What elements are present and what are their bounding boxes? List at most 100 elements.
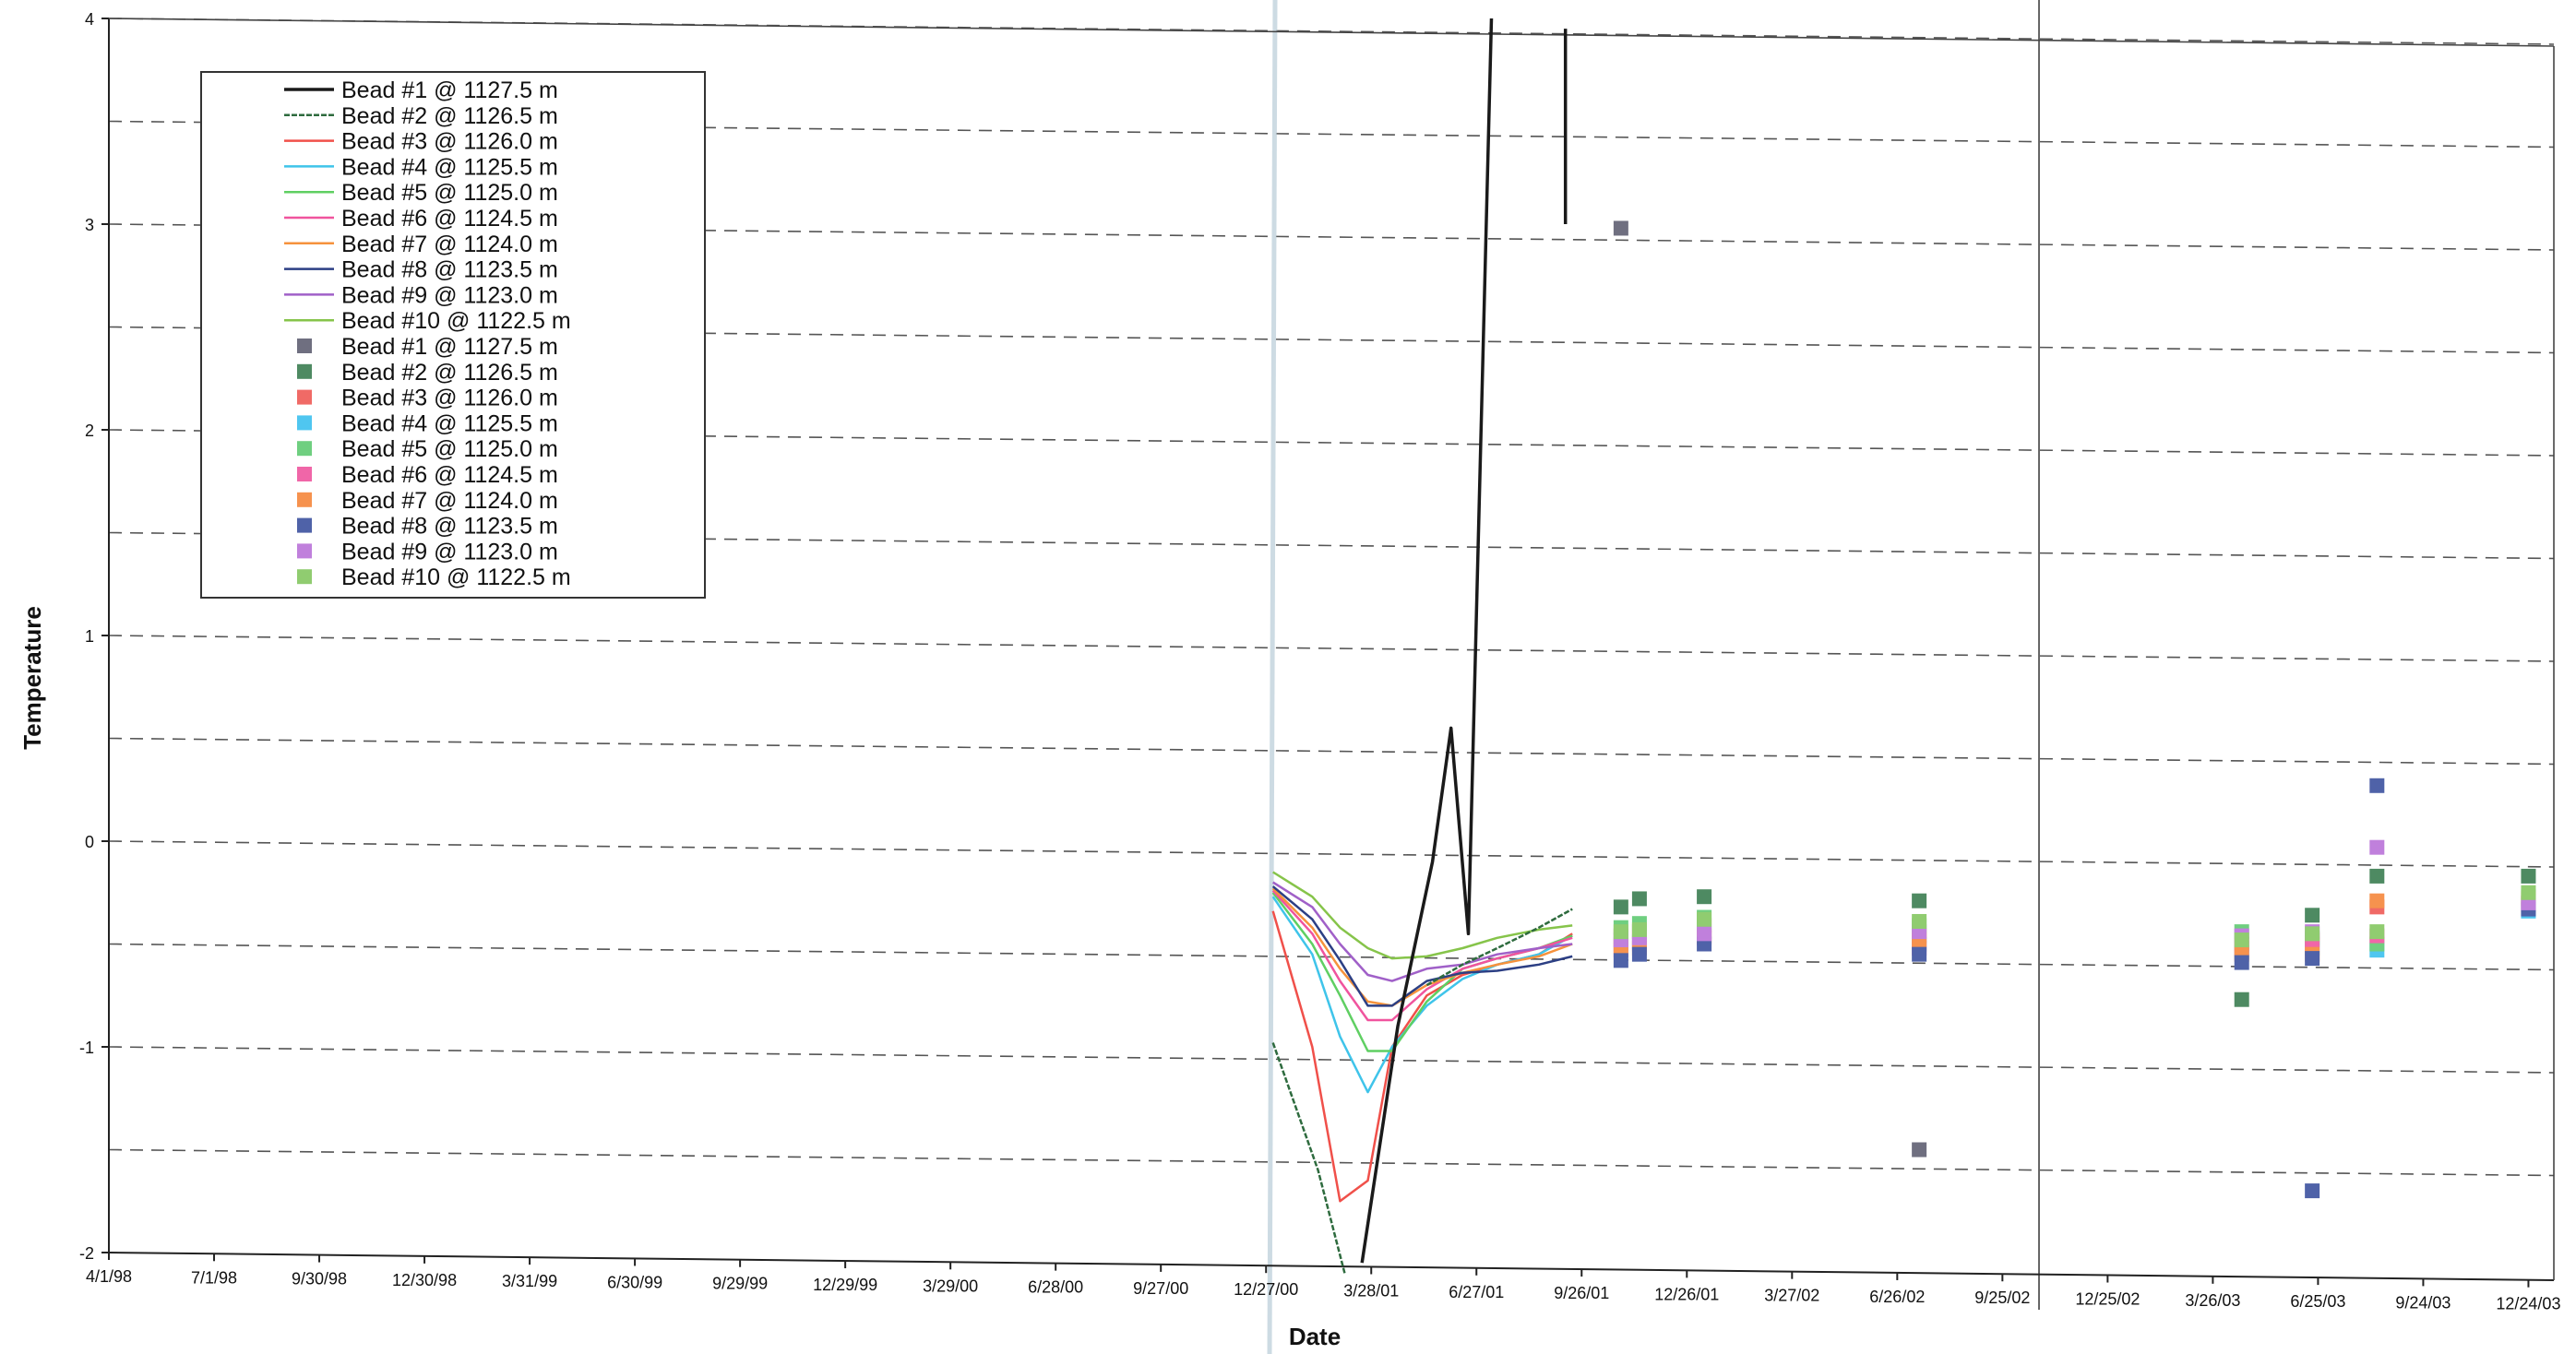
y-tick-label: 2 [85, 422, 94, 440]
legend-marker-swatch [297, 492, 312, 507]
legend-entry-label: Bead #5 @ 1125.0 m [341, 180, 558, 206]
x-tick-label: 12/30/98 [392, 1271, 457, 1289]
x-tick-label: 12/29/99 [813, 1276, 877, 1294]
legend-entry-label: Bead #2 @ 1126.5 m [341, 360, 558, 386]
data-point-marker9 [2369, 839, 2385, 855]
series-line-bead7 [1271, 887, 1573, 1007]
x-tick-label: 6/30/99 [607, 1273, 662, 1291]
legend-entry-label: Bead #8 @ 1123.5 m [341, 257, 558, 283]
legend-entry-label: Bead #7 @ 1124.0 m [341, 232, 558, 257]
data-point-marker10 [1912, 913, 1927, 929]
y-tick-label: 3 [85, 216, 94, 234]
y-tick-label: -2 [79, 1244, 94, 1263]
data-point-marker1 [1613, 220, 1628, 236]
legend-entry-label: Bead #4 @ 1125.5 m [341, 410, 558, 436]
x-tick-label: 6/28/00 [1028, 1278, 1083, 1297]
data-point-marker8 [2305, 1183, 2320, 1199]
legend-entry-label: Bead #3 @ 1126.0 m [341, 129, 558, 155]
legend-entry-label: Bead #8 @ 1123.5 m [341, 514, 558, 540]
data-point-marker10 [2521, 885, 2536, 900]
data-point-marker10 [2234, 932, 2249, 948]
x-tick-label: 12/27/00 [1234, 1280, 1298, 1299]
x-tick-label: 3/31/99 [502, 1272, 557, 1290]
data-point-marker8 [2234, 955, 2249, 970]
x-tick-label: 9/29/99 [712, 1275, 768, 1293]
series-line-bead10 [1272, 871, 1573, 960]
y-tick-label: -1 [79, 1039, 94, 1057]
series-lines [1271, 18, 1573, 1274]
data-point-marker10 [1613, 924, 1628, 940]
x-tick-label: 6/25/03 [2290, 1292, 2345, 1311]
legend-entry-label: Bead #5 @ 1125.0 m [341, 436, 558, 462]
legend-marker-swatch [297, 467, 312, 481]
x-tick-label: 9/27/00 [1133, 1279, 1188, 1298]
data-point-marker8 [1912, 946, 1927, 962]
tick-labels: -2 -1 0 1 2 3 4 4/1/98 7/1/98 9/30/98 12/30/98 3/31… [79, 10, 2560, 1313]
x-tick-label: 12/25/02 [2075, 1290, 2140, 1309]
scan-artifacts [1267, 0, 2040, 1354]
legend-entry-label: Bead #7 @ 1124.0 m [341, 488, 558, 514]
data-point-marker2 [1697, 889, 1712, 905]
legend-entry-label: Bead #2 @ 1126.5 m [341, 103, 558, 129]
data-point-marker2 [1631, 891, 1647, 907]
data-point-marker10 [1631, 921, 1647, 937]
legend-marker-swatch [297, 363, 312, 379]
x-axis-line [108, 1252, 2555, 1281]
gridline [108, 1046, 2555, 1074]
gridline [108, 635, 2555, 662]
data-point-marker10 [2369, 924, 2385, 940]
legend-box [200, 71, 706, 599]
series-markers [1613, 220, 2536, 1199]
data-point-marker10 [1697, 911, 1712, 927]
data-point-marker8 [2305, 951, 2320, 967]
data-point-marker8 [1613, 953, 1628, 968]
x-tick-label: 9/25/02 [1974, 1289, 2030, 1307]
gridline [108, 737, 2555, 766]
legend-entry-label: Bead #10 @ 1122.5 m [341, 564, 571, 590]
data-point-marker2 [2234, 992, 2249, 1007]
series-line-bead2 [1271, 1042, 1346, 1274]
x-tick-label: 6/26/02 [1869, 1288, 1925, 1306]
legend-entry-label: Bead #1 @ 1127.5 m [341, 77, 558, 103]
series-line-bead6 [1271, 889, 1573, 1022]
data-point-marker2 [1613, 899, 1628, 915]
x-tick-label: 12/26/01 [1654, 1285, 1719, 1303]
series-line-bead8 [1271, 885, 1573, 1007]
legend-marker-swatch [297, 415, 312, 431]
legend-entry-label: Bead #10 @ 1122.5 m [341, 308, 571, 334]
x-tick-label: 9/26/01 [1554, 1284, 1609, 1302]
scan-streak [1267, 0, 1278, 1354]
x-tick-label: 3/27/02 [1764, 1287, 1819, 1305]
legend-marker-swatch [297, 543, 312, 559]
legend-entry-label: Bead #4 @ 1125.5 m [341, 154, 558, 180]
data-point-marker10 [2305, 926, 2320, 942]
data-point-marker2 [2521, 868, 2536, 884]
gridline [108, 943, 2555, 971]
x-tick-label: 9/30/98 [292, 1270, 347, 1289]
x-tick-label: 3/26/03 [2185, 1291, 2240, 1310]
x-tick-label: 12/24/03 [2496, 1295, 2560, 1313]
data-point-marker9 [1697, 926, 1712, 942]
gridline [108, 840, 2555, 868]
y-tick-label: 4 [85, 10, 94, 29]
x-tick-label: 4/1/98 [86, 1267, 132, 1286]
y-tick-label: 0 [85, 833, 94, 851]
legend-entry-label: Bead #9 @ 1123.0 m [341, 539, 558, 564]
data-point-marker7 [2369, 893, 2385, 909]
legend-marker-swatch [297, 569, 312, 585]
legend-entry-label: Bead #1 @ 1127.5 m [341, 334, 558, 360]
x-axis-title: Date [1289, 1323, 1341, 1350]
y-tick-label: 1 [85, 627, 94, 646]
data-point-marker2 [1912, 893, 1927, 909]
series-line-bead1 [1360, 18, 1494, 1264]
x-tick-label: 3/28/01 [1343, 1281, 1399, 1300]
x-tick-label: 3/29/00 [923, 1277, 978, 1295]
legend-marker-swatch [297, 338, 312, 353]
x-tick-label: 7/1/98 [191, 1268, 237, 1287]
data-point-marker2 [2369, 868, 2385, 884]
legend-entry-label: Bead #3 @ 1126.0 m [341, 386, 558, 411]
data-point-marker8 [1631, 946, 1647, 962]
legend-entry-label: Bead #6 @ 1124.5 m [341, 206, 558, 232]
